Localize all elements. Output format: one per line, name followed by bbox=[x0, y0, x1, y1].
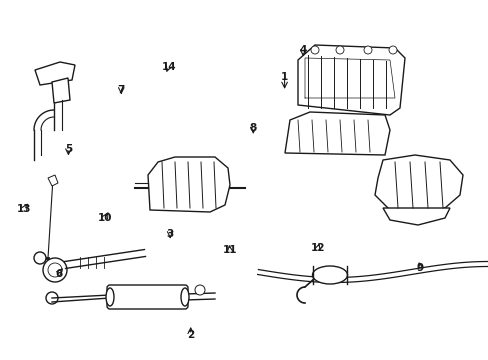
Text: 6: 6 bbox=[55, 269, 62, 279]
Text: 3: 3 bbox=[166, 229, 173, 239]
Circle shape bbox=[195, 285, 204, 295]
Text: 10: 10 bbox=[98, 213, 112, 223]
Ellipse shape bbox=[181, 288, 189, 306]
Text: 7: 7 bbox=[117, 85, 125, 95]
Circle shape bbox=[388, 46, 396, 54]
Circle shape bbox=[48, 263, 62, 277]
Polygon shape bbox=[48, 175, 58, 186]
Text: 8: 8 bbox=[249, 123, 256, 133]
Polygon shape bbox=[35, 62, 75, 85]
Polygon shape bbox=[52, 78, 70, 103]
Polygon shape bbox=[285, 112, 389, 155]
Text: 14: 14 bbox=[161, 62, 176, 72]
Polygon shape bbox=[297, 45, 404, 115]
Ellipse shape bbox=[106, 288, 114, 306]
Circle shape bbox=[310, 46, 318, 54]
FancyBboxPatch shape bbox=[107, 285, 187, 309]
Circle shape bbox=[363, 46, 371, 54]
Text: 1: 1 bbox=[281, 72, 287, 82]
Polygon shape bbox=[374, 155, 462, 215]
Ellipse shape bbox=[312, 266, 347, 284]
Circle shape bbox=[34, 252, 46, 264]
Polygon shape bbox=[148, 157, 229, 212]
Text: 9: 9 bbox=[416, 263, 423, 273]
Text: 2: 2 bbox=[187, 330, 194, 340]
Text: 11: 11 bbox=[222, 245, 237, 255]
Text: 4: 4 bbox=[299, 45, 306, 55]
Text: 13: 13 bbox=[17, 204, 32, 214]
Text: 12: 12 bbox=[310, 243, 325, 253]
Circle shape bbox=[46, 292, 58, 304]
Polygon shape bbox=[382, 208, 449, 225]
Text: 5: 5 bbox=[65, 144, 72, 154]
Circle shape bbox=[43, 258, 67, 282]
Circle shape bbox=[335, 46, 343, 54]
